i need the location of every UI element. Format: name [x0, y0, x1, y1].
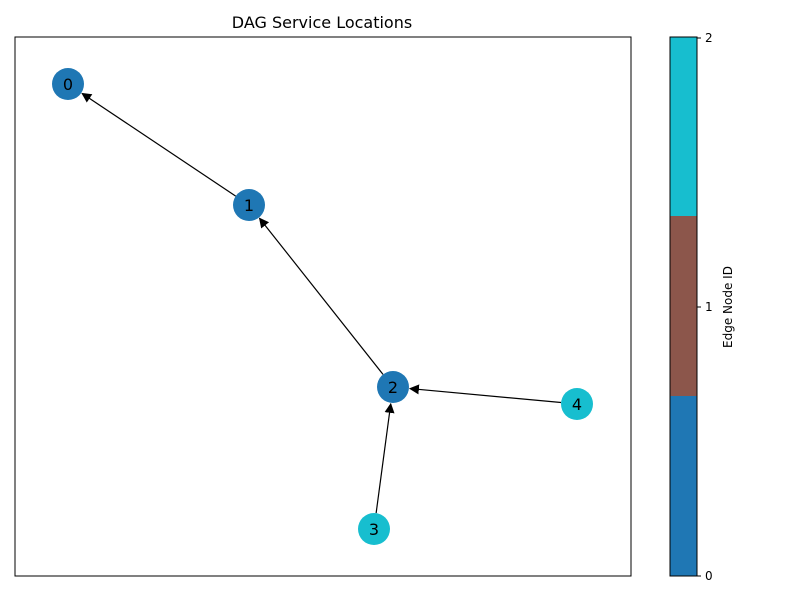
node-1 — [233, 189, 265, 221]
colorbar-label: Edge Node ID — [721, 266, 735, 348]
colorbar-tick-label-0: 0 — [705, 569, 713, 583]
plot-area — [14, 36, 632, 577]
chart-title: DAG Service Locations — [232, 13, 412, 32]
colorbar-segment-1 — [670, 216, 697, 396]
colorbar-tick-label-1: 1 — [705, 300, 713, 314]
colorbar-segment-0 — [670, 396, 697, 576]
edge-3-to-2 — [375, 402, 395, 514]
edges-layer — [81, 92, 562, 514]
node-0 — [52, 68, 84, 100]
node-2 — [377, 371, 409, 403]
colorbar: 0 1 2 Edge Node ID — [669, 31, 735, 583]
node-label-0: 0 — [63, 75, 73, 94]
nodes-layer: 0 1 2 3 4 — [52, 68, 593, 545]
edge-4-to-2 — [408, 384, 562, 404]
colorbar-tick-label-2: 2 — [705, 31, 713, 45]
node-4 — [561, 388, 593, 420]
edge-1-to-0 — [81, 92, 237, 197]
node-label-3: 3 — [369, 520, 379, 539]
colorbar-segment-2 — [670, 37, 697, 216]
node-label-1: 1 — [244, 196, 254, 215]
node-label-2: 2 — [388, 378, 398, 397]
node-3 — [358, 513, 390, 545]
edge-2-to-1 — [258, 217, 384, 375]
node-label-4: 4 — [572, 395, 582, 414]
